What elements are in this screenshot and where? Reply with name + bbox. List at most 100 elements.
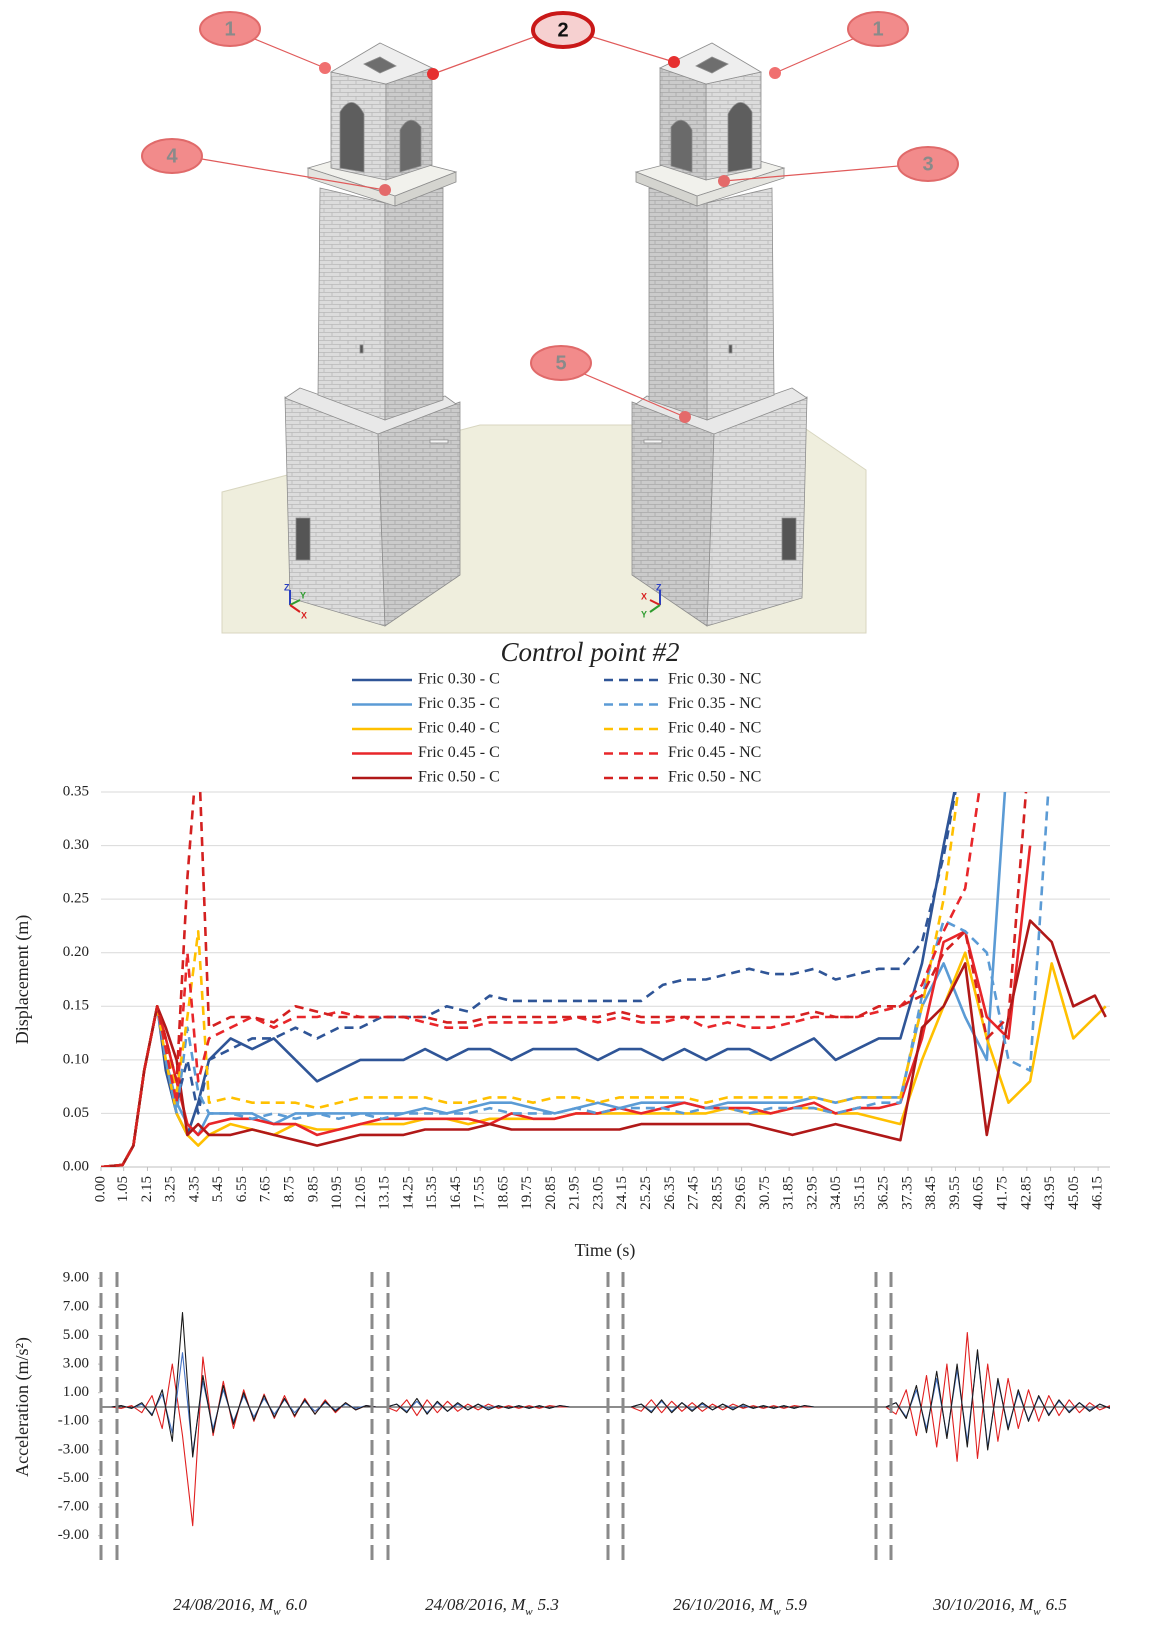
y-tick-label: -3.00 (58, 1441, 89, 1457)
x-tick-label: 25.25 (638, 1176, 654, 1210)
x-tick-label: 8.75 (281, 1176, 297, 1202)
tower (285, 43, 460, 626)
x-tick-label: 24.15 (614, 1176, 630, 1210)
x-tick-label: 31.85 (781, 1176, 797, 1210)
x-tick-label: 42.85 (1018, 1176, 1034, 1210)
series-line (101, 921, 1106, 1167)
x-tick-label: 15.35 (424, 1176, 440, 1210)
legend-label: Fric 0.45 - C (418, 744, 500, 761)
x-tick-label: 46.15 (1090, 1176, 1106, 1210)
y-tick-label: 0.35 (63, 783, 89, 799)
x-tick-label: 37.35 (899, 1176, 915, 1210)
event-date: 26/10/2016, M (673, 1595, 774, 1614)
x-tick-label: 10.95 (329, 1176, 345, 1210)
callouts: 1 2 1 4 3 5 (142, 12, 958, 380)
event-magnitude: 5.3 (538, 1595, 559, 1614)
y-tick-label: 0.05 (63, 1105, 89, 1121)
legend-label: Fric 0.40 - C (418, 720, 500, 737)
x-tick-label: 43.95 (1042, 1176, 1058, 1210)
event-subscript: w (773, 1606, 781, 1618)
x-tick-label: 36.25 (876, 1176, 892, 1210)
y-tick-label: 0.20 (63, 944, 89, 960)
x-tick-label: 12.05 (353, 1176, 369, 1210)
x-tick-label: 41.75 (994, 1176, 1010, 1210)
y-tick-label: 0.25 (63, 891, 89, 907)
legend-label: Fric 0.35 - NC (668, 695, 761, 712)
x-tick-label: 32.95 (804, 1176, 820, 1210)
x-tick-label: 3.25 (163, 1176, 179, 1202)
tower-mirror (632, 43, 807, 626)
axis-letter: X (641, 591, 647, 601)
x-tick-label: 14.25 (400, 1176, 416, 1210)
x-tick-label: 18.65 (495, 1176, 511, 1210)
axis-letter: Z (656, 582, 662, 592)
y-tick-label: 0.00 (63, 1158, 89, 1174)
legend-label: Fric 0.50 - NC (668, 769, 761, 786)
event-date: 24/08/2016, M (173, 1595, 274, 1614)
x-tick-label: 21.95 (567, 1176, 583, 1210)
event-subscript: w (273, 1606, 281, 1618)
event-magnitude: 5.9 (786, 1595, 808, 1614)
x-tick-label: 40.65 (971, 1176, 987, 1210)
x-axis-title: Time (s) (575, 1240, 636, 1261)
callout-label: 2 (557, 19, 568, 41)
y-tick-label: 3.00 (63, 1356, 89, 1372)
x-tick-label: 7.65 (258, 1176, 274, 1202)
y-tick-label: -9.00 (58, 1527, 89, 1543)
y-tick-label: 5.00 (63, 1327, 89, 1343)
event-subscript: w (525, 1606, 533, 1618)
model-image: 1 2 1 4 3 5 Z Y X Z X Y (142, 12, 958, 633)
callout-label: 1 (872, 18, 883, 40)
x-tick-label: 6.55 (234, 1176, 250, 1202)
event-label: 24/08/2016, Mw 6.0 (173, 1595, 307, 1618)
x-tick-label: 1.05 (115, 1176, 131, 1202)
legend-label: Fric 0.30 - NC (668, 671, 761, 688)
x-tick-label: 17.55 (472, 1176, 488, 1210)
y-tick-label: 0.15 (63, 998, 89, 1014)
x-tick-label: 45.05 (1066, 1176, 1082, 1210)
chart-title: Control point #2 (500, 637, 679, 667)
y-tick-label: 9.00 (63, 1270, 89, 1286)
x-tick-label: 20.85 (543, 1176, 559, 1210)
event-label: 30/10/2016, Mw6.5 (932, 1595, 1067, 1618)
y-tick-label: 1.00 (63, 1384, 89, 1400)
x-tick-label: 4.35 (186, 1176, 202, 1202)
y-tick-label: -5.00 (58, 1470, 89, 1486)
y-tick-label: -1.00 (58, 1413, 89, 1429)
callout-label: 4 (166, 145, 178, 167)
axis-letter: Y (641, 609, 647, 619)
event-date: 30/10/2016, M (932, 1595, 1034, 1614)
callout-label: 3 (922, 153, 933, 175)
x-tick-label: 16.45 (448, 1176, 464, 1210)
legend-label: Fric 0.30 - C (418, 671, 500, 688)
event-date: 24/08/2016, M (425, 1595, 526, 1614)
event-label: 24/08/2016, Mw 5.3 (425, 1595, 559, 1618)
series-line (101, 1333, 1110, 1526)
x-tick-label: 0.00 (92, 1176, 108, 1202)
legend-label: Fric 0.35 - C (418, 695, 500, 712)
x-tick-label: 9.85 (305, 1176, 321, 1202)
x-tick-label: 2.15 (139, 1176, 155, 1202)
x-tick-label: 39.55 (947, 1176, 963, 1210)
x-tick-label: 34.05 (828, 1176, 844, 1210)
callout-label: 1 (224, 18, 235, 40)
x-tick-label: 26.35 (662, 1176, 678, 1210)
x-tick-label: 5.45 (210, 1176, 226, 1202)
x-tick-label: 27.45 (686, 1176, 702, 1210)
y-tick-label: 0.10 (63, 1051, 89, 1067)
y-tick-label: -7.00 (58, 1499, 89, 1515)
y-axis-title: Displacement (m) (12, 915, 33, 1044)
legend-label: Fric 0.40 - NC (668, 720, 761, 737)
axis-letter: Z (284, 582, 290, 592)
legend-label: Fric 0.50 - C (418, 769, 500, 786)
x-tick-label: 19.75 (519, 1176, 535, 1210)
x-tick-label: 30.75 (757, 1176, 773, 1210)
y-tick-label: 0.30 (63, 837, 89, 853)
x-tick-label: 28.55 (709, 1176, 725, 1210)
callout-label: 5 (555, 352, 566, 374)
event-subscript: w (1033, 1606, 1041, 1618)
axis-letter: X (301, 610, 307, 620)
event-magnitude: 6.0 (286, 1595, 308, 1614)
y-tick-label: 7.00 (63, 1298, 89, 1314)
x-tick-label: 29.65 (733, 1176, 749, 1210)
